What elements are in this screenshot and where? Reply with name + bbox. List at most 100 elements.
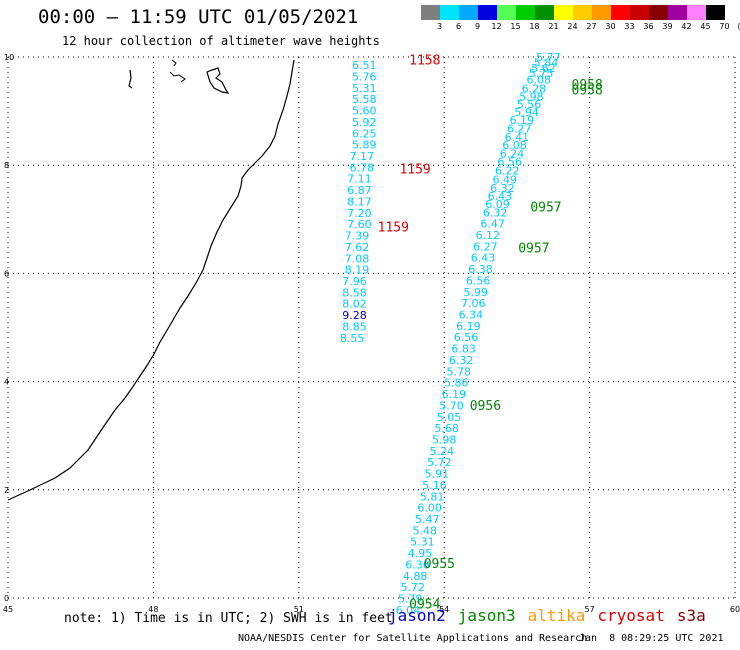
satellite-legend-altika: altika [527,606,586,625]
wave-height-label: 6.43 [488,190,513,203]
wave-height-label: 5.16 [422,479,447,492]
wave-height-label: 5.56 [517,98,542,111]
wave-height-label: 5.99 [463,286,488,299]
color-scale-label: 39 [662,22,673,31]
wave-height-label: 7.06 [461,297,486,310]
wave-height-label: 6.34 [459,309,484,322]
x-tick-label: 60 [730,605,740,614]
wave-height-label: 6.47 [480,218,505,231]
wave-height-label: 7.39 [345,230,370,243]
y-tick-label: 10 [4,53,14,62]
wave-height-label: 6.56 [466,274,491,287]
color-scale-label: 45 [700,22,711,31]
wave-height-label: 5.91 [425,468,450,481]
y-tick-label: 4 [4,378,9,387]
wave-height-label: 5.79 [398,593,423,606]
wave-height-label: 5.76 [352,70,377,83]
color-swatch [706,5,725,20]
map-title: 00:00 – 11:59 UTC 01/05/2021 [38,6,359,28]
wave-height-label: 5.77 [536,51,561,64]
satellite-legend-cryosat: cryosat [597,606,665,625]
color-swatch [459,5,478,20]
wave-height-label: 7.20 [347,207,372,220]
wave-height-label: 6.43 [471,252,496,265]
wave-height-label: 5.94 [514,106,539,119]
wave-height-label: 5.24 [430,445,455,458]
map-grid [7,56,736,599]
color-scale-label: 12 [491,22,502,31]
footnote: note: 1) Time is in UTC; 2) SWH is in fe… [64,611,393,626]
color-swatch [592,5,611,20]
wave-height-label: 5.58 [352,93,377,106]
wave-height-label: 5.31 [410,536,435,549]
island-path-1 [128,69,133,89]
color-swatch [668,5,687,20]
pass-time-label: 0958 [572,78,603,93]
wave-height-label: 5.72 [427,456,452,469]
pass-time-label: 0957 [518,241,549,256]
wave-height-label: 8.19 [345,264,370,277]
credit-date: Jan 8 08:29:25 UTC 2021 [579,633,724,644]
satellite-legend-s3a: s3a [676,606,706,625]
y-tick-label: 6 [4,269,9,278]
color-scale-label: (ft) [734,22,740,31]
wave-height-label: 5.72 [400,581,425,594]
wave-height-label: 6.83 [451,343,476,356]
pass-time-label: 1159 [399,162,430,177]
color-scale-label: 24 [567,22,578,31]
wave-height-label: 6.25 [352,127,377,140]
wave-height-label: 5.47 [415,513,440,526]
x-tick-label: 48 [148,605,158,614]
pass-time-label: 0955 [424,557,455,572]
wave-height-label: 6.56 [497,155,522,168]
color-swatch [649,5,668,20]
wave-height-label: 7.11 [347,173,372,186]
wave-height-label: 6.28 [522,82,547,95]
color-scale-label: 18 [529,22,540,31]
wave-height-label: 6.41 [505,131,530,144]
wave-height-label: 9.28 [342,309,367,322]
wave-height-label: 7.62 [345,241,370,254]
island-path-3 [206,67,230,94]
wave-height-label: 4.88 [403,570,428,583]
color-scale-label: 42 [681,22,692,31]
wave-height-label: 6.08 [526,74,551,87]
wave-height-label: 6.56 [454,331,479,344]
wave-height-label: 5.05 [437,411,462,424]
island-path-2 [169,59,186,83]
y-tick-label: 8 [4,161,9,170]
wave-height-label: 6.32 [490,182,515,195]
color-swatch [440,5,459,20]
observation-labels: 6.515.765.315.585.605.926.255.897.176.78… [340,51,561,617]
satellite-legend-jason3: jason3 [457,606,516,625]
color-scale-label: 36 [643,22,654,31]
wave-height-label: 5.31 [352,82,377,95]
wave-height-label: 6.04 [396,604,421,617]
color-swatch [516,5,535,20]
credit-text: NOAA/NESDIS Center for Satellite Applica… [238,633,588,644]
wave-height-label: 6.38 [468,263,493,276]
wave-height-label: 8.58 [342,286,367,299]
wave-height-label: 5.48 [413,524,438,537]
y-tick-label: 0 [4,594,9,603]
color-swatch [478,5,497,20]
wave-height-label: 6.78 [350,161,375,174]
wave-height-label: 5.92 [352,116,377,129]
color-scale-label: 27 [586,22,597,31]
satellite-legend-jason2: jason2 [388,606,446,625]
color-scale-label: 30 [605,22,616,31]
wave-height-label: 7.17 [350,150,375,163]
wave-height-label: 8.85 [342,320,367,333]
wave-height-label: 5.78 [446,365,471,378]
y-tick-label: 2 [4,486,9,495]
x-tick-label: 51 [294,605,304,614]
pass-time-label: 0954 [409,597,440,612]
wave-height-label: 6.27 [473,240,498,253]
color-scale-label: 33 [624,22,635,31]
satellite-legend: jason2 jason3 altika cryosat s3a [388,606,718,625]
coastline [7,59,295,501]
wave-height-label: 4.95 [408,547,433,560]
wave-height-label: 5.98 [519,90,544,103]
wave-height-label: 6.49 [493,173,518,186]
